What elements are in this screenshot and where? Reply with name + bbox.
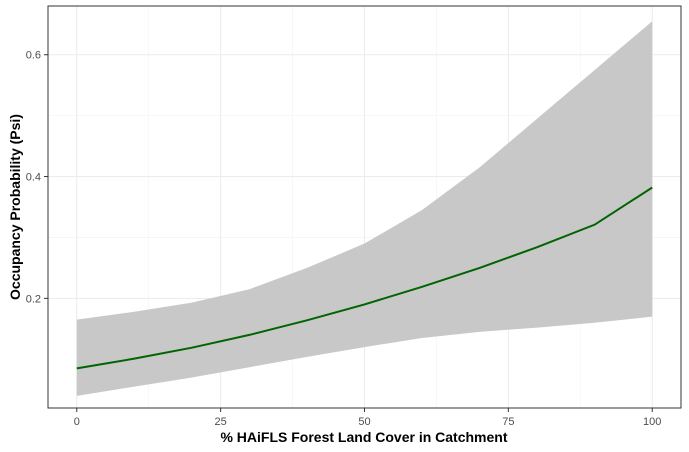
confidence-ribbon (76, 21, 653, 396)
x-tick-label: 50 (358, 416, 370, 428)
y-axis-ticks: 0.2 0.4 0.6 (26, 50, 48, 305)
y-tick-label: 0.2 (26, 293, 41, 305)
occupancy-line (76, 186, 653, 370)
x-axis-ticks: 0 25 50 75 100 (74, 408, 661, 428)
y-tick-label: 0.6 (26, 50, 41, 62)
x-axis-title: % HAiFLS Forest Land Cover in Catchment (220, 429, 507, 445)
x-tick-label: 75 (502, 416, 514, 428)
x-tick-label: 0 (74, 416, 80, 428)
y-tick-label: 0.4 (26, 172, 41, 184)
x-tick-label: 100 (643, 416, 661, 428)
y-axis-title: Occupancy Probability (Psi) (7, 114, 23, 300)
x-tick-label: 25 (215, 416, 227, 428)
